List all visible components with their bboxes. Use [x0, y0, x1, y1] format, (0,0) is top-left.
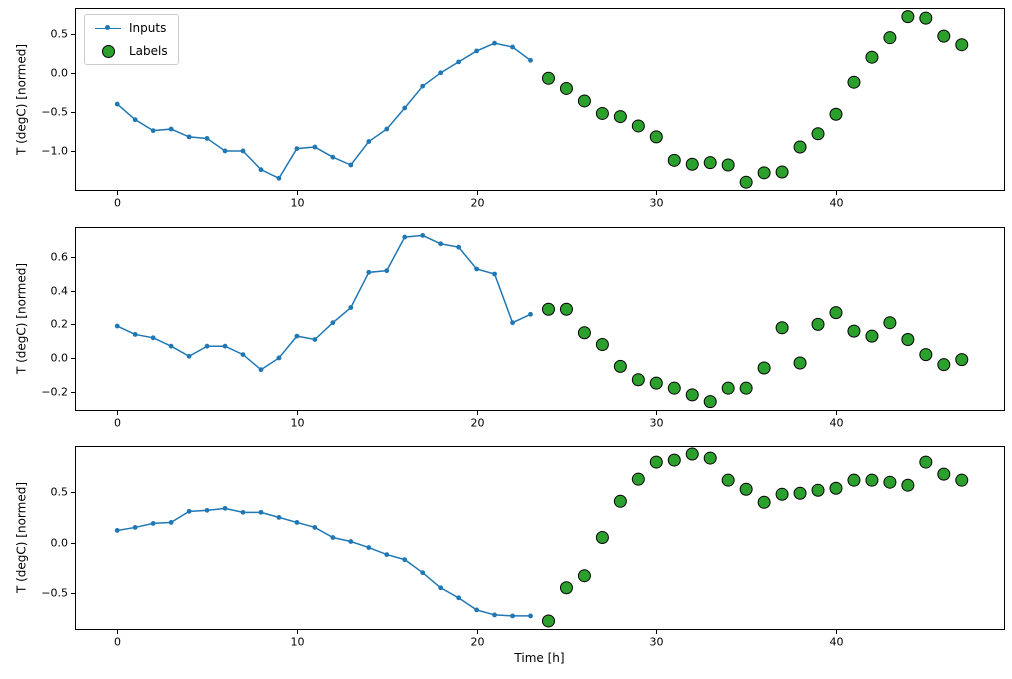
legend: Inputs Labels	[84, 14, 179, 65]
legend-label-inputs: Inputs	[129, 21, 167, 35]
legend-label-labels: Labels	[129, 44, 168, 58]
y-axis-label-top: T (degC) [normed]	[14, 43, 29, 156]
legend-item-labels: Labels	[95, 44, 168, 58]
y-axis-label-bottom: T (degC) [normed]	[14, 481, 29, 594]
labels-marker-wrap	[95, 44, 121, 58]
inputs-line-marker-icon	[95, 25, 121, 30]
labels-circle-icon	[101, 44, 115, 58]
x-axis-label: Time [h]	[514, 651, 565, 665]
y-axis-label-middle: T (degC) [normed]	[14, 262, 29, 375]
legend-item-inputs: Inputs	[95, 21, 168, 35]
